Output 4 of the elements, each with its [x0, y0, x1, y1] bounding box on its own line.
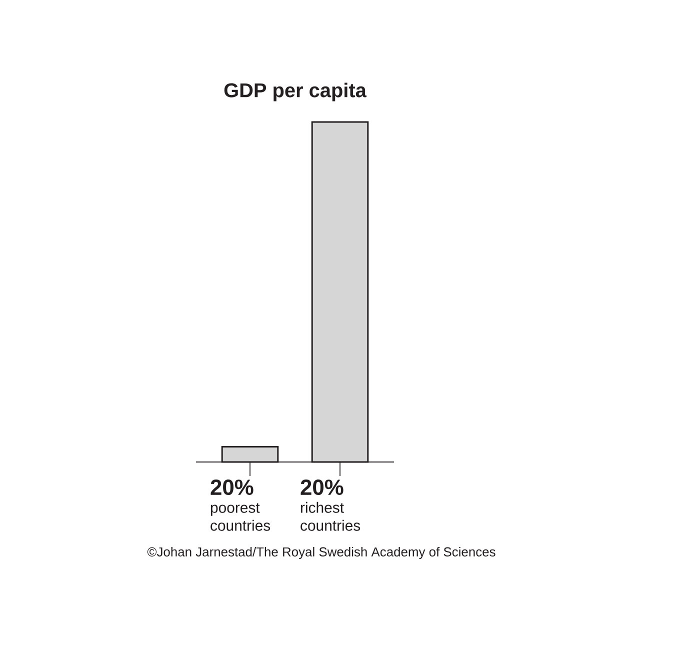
chart-title: GDP per capita: [224, 82, 367, 102]
text: ©Johan Jarnestad/The Royal Swedish Academy of Sciences: [147, 546, 496, 560]
x-tick-label: 20% richest countries: [300, 480, 360, 531]
x-tick-label: 20% poorest countries: [210, 480, 270, 531]
